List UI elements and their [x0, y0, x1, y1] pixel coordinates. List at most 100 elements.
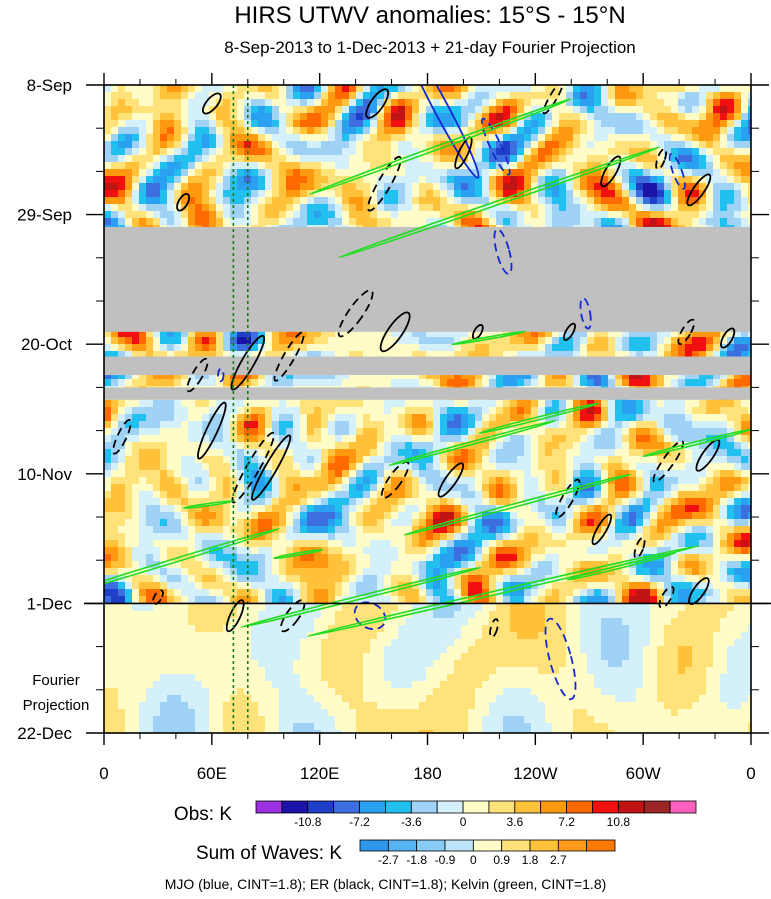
er-contour: [489, 618, 499, 638]
er-contour: [686, 173, 712, 207]
obs-colorbar-swatch: [281, 800, 309, 814]
y-tick-label: 29-Sep: [17, 206, 72, 225]
axis-ticks: 0 60E 120E 180 120W 60W 0 8-Sep 29-Sep 20-Oct 10-N…: [17, 73, 769, 783]
heatmap-field: [104, 85, 751, 733]
er-contour: [379, 311, 411, 353]
kelvin-contour: [338, 146, 661, 259]
obs-colorbar-swatch: [436, 800, 464, 814]
obs-colorbar-swatch: [333, 800, 360, 814]
er-contour: [695, 438, 721, 472]
kelvin-contour: [403, 473, 632, 536]
waves-colorbar-swatch: [416, 839, 446, 852]
waves-colorbar-tick: -2.7: [378, 853, 399, 867]
er-contour: [225, 599, 245, 633]
kelvin-contour: [104, 527, 280, 593]
y-tick-label: 8-Sep: [27, 76, 72, 95]
er-contour: [152, 589, 164, 606]
waves-colorbar-swatch: [472, 839, 503, 852]
waves-colorbar-tick: -0.9: [435, 853, 456, 867]
y-tick-label: 1-Dec: [27, 594, 73, 613]
obs-colorbar-swatch: [385, 800, 412, 814]
obs-colorbar-tick: -3.6: [401, 815, 422, 829]
projection-field: [104, 604, 751, 733]
wave-contours: [104, 85, 751, 701]
obs-colorbar-swatch: [540, 800, 567, 814]
obs-colorbar-label: Obs: K: [174, 804, 232, 825]
mjo-contour: [217, 367, 225, 383]
er-contour: [280, 599, 306, 633]
mjo-reference-lines: [232, 85, 249, 733]
x-tick-label: 60E: [197, 764, 227, 783]
er-contour: [230, 334, 266, 391]
kelvin-contour: [388, 419, 557, 467]
er-contour: [471, 324, 484, 340]
kelvin-contour: [240, 566, 482, 628]
waves-colorbar-swatch: [529, 839, 559, 852]
er-contour: [563, 322, 576, 341]
er-contour: [380, 461, 410, 499]
projection-label: Projection: [23, 697, 90, 714]
y-tick-label: 20-Oct: [21, 335, 72, 354]
obs-colorbar-tick: -10.8: [294, 815, 322, 829]
er-contour: [720, 327, 736, 349]
waves-colorbar-swatch: [586, 839, 616, 852]
obs-colorbar-swatch: [462, 800, 490, 814]
kelvin-contour: [306, 545, 700, 638]
x-tick-label: 180: [413, 764, 441, 783]
waves-colorbar-swatch: [501, 839, 531, 852]
missing-data-band: [104, 387, 751, 400]
er-contour: [655, 147, 668, 171]
obs-colorbar-tick: -7.2: [349, 815, 370, 829]
mjo-contour: [493, 228, 513, 275]
er-contour: [186, 357, 209, 393]
waves-colorbar-tick: 2.7: [550, 853, 567, 867]
x-tick-label: 120E: [300, 764, 340, 783]
legend-footnote: MJO (blue, CINT=1.8); ER (black, CINT=1.…: [164, 876, 607, 892]
er-contour: [273, 331, 305, 382]
mjo-contour: [668, 153, 686, 190]
observed-field: [104, 85, 751, 604]
waves-colorbar-tick: 0.9: [493, 853, 510, 867]
mjo-contour: [353, 601, 387, 631]
missing-data-bands: [104, 226, 751, 400]
obs-colorbar-swatch: [255, 800, 283, 814]
kelvin-contour: [478, 402, 600, 435]
waves-colorbar-tick: 0: [470, 853, 477, 867]
er-contour: [251, 434, 292, 501]
waves-colorbar-label: Sum of Waves: K: [196, 843, 342, 864]
er-contour: [437, 462, 465, 498]
er-contour: [633, 536, 646, 559]
waves-colorbar-swatch: [387, 839, 418, 852]
er-contour: [542, 85, 564, 115]
er-contour: [201, 92, 222, 115]
obs-colorbar-swatch: [592, 800, 619, 814]
er-contour: [555, 478, 581, 519]
er-contour: [658, 585, 675, 609]
kelvin-contour: [272, 548, 324, 560]
er-contour: [112, 418, 132, 455]
obs-colorbar-swatch: [307, 800, 335, 814]
mjo-contour: [544, 617, 577, 701]
obs-colorbar-swatch: [617, 800, 645, 814]
x-tick-label: 0: [99, 764, 108, 783]
waves-colorbar-swatch: [444, 839, 474, 852]
y-tick-label: 10-Nov: [17, 465, 72, 484]
x-tick-label: 120W: [513, 764, 557, 783]
kelvin-contour: [451, 330, 526, 346]
missing-data-band: [104, 356, 751, 376]
er-contour: [365, 88, 390, 119]
er-contour: [677, 318, 696, 345]
x-tick-label: 60W: [626, 764, 661, 783]
mjo-contour: [404, 85, 480, 179]
er-contour: [337, 289, 374, 338]
missing-data-band: [104, 226, 751, 332]
contour-group: [104, 85, 751, 701]
projection-label: Fourier: [32, 672, 80, 689]
obs-colorbar-swatch: [669, 800, 697, 814]
waves-colorbar-tick: -1.8: [406, 853, 427, 867]
kelvin-contour: [308, 98, 572, 196]
er-contour: [176, 193, 191, 212]
obs-colorbar-tick: 3.6: [506, 815, 523, 829]
obs-colorbar-tick: 7.2: [558, 815, 575, 829]
